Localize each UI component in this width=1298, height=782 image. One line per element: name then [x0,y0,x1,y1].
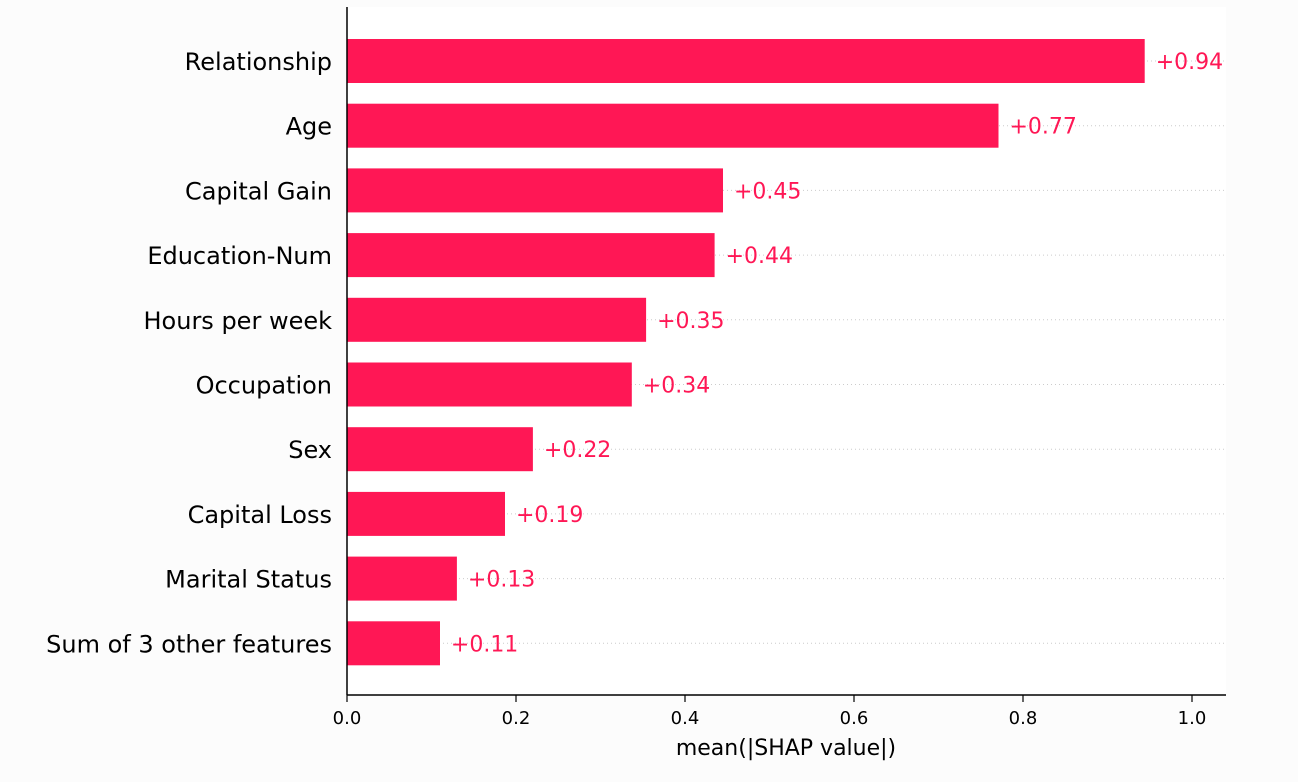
value-label: +0.94 [1156,50,1223,75]
value-labels: +0.94 +0.77 +0.45 +0.44 +0.35 +0.34 +0.22 +0.19… [451,50,1223,657]
feature-label: Education-Num [147,242,332,270]
x-tick-label: 0.4 [671,708,700,729]
bar [347,427,533,472]
x-tick-label: 0.8 [1009,708,1038,729]
bars [347,39,1145,666]
x-tick-label: 0.6 [840,708,869,729]
bar [347,233,715,278]
feature-label: Age [286,113,332,141]
feature-label: Sex [288,436,332,464]
x-axis-title: mean(|SHAP value|) [676,736,896,761]
value-label: +0.44 [726,244,793,269]
value-label: +0.34 [643,374,710,399]
bar [347,491,505,536]
feature-label: Capital Loss [188,501,332,529]
value-label: +0.77 [1010,115,1077,140]
bar [347,621,440,666]
feature-label: Capital Gain [185,177,332,205]
feature-label: Hours per week [144,307,333,335]
value-label: +0.19 [516,503,583,528]
value-label: +0.22 [544,438,611,463]
value-label: +0.35 [657,309,724,334]
bar [347,362,632,407]
bar [347,39,1145,83]
feature-labels: Relationship Age Capital Gain Education-Num… [46,48,332,658]
value-label: +0.11 [451,632,518,657]
feature-label: Sum of 3 other features [46,630,332,658]
x-ticks: 0.0 0.2 0.4 0.6 0.8 1.0 [333,695,1207,729]
feature-label: Occupation [196,372,332,400]
feature-label: Relationship [185,48,332,76]
bar [347,556,457,601]
value-label: +0.45 [734,179,801,204]
x-tick-label: 1.0 [1178,708,1207,729]
x-tick-label: 0.2 [502,708,531,729]
feature-label: Marital Status [165,566,332,594]
x-tick-label: 0.0 [333,708,362,729]
bar [347,103,999,148]
bar [347,297,647,342]
value-label: +0.13 [468,568,535,593]
bar [347,168,723,213]
